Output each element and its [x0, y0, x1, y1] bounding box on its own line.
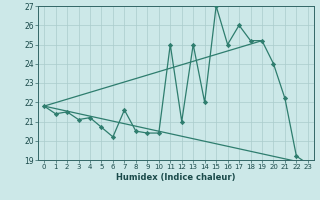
X-axis label: Humidex (Indice chaleur): Humidex (Indice chaleur): [116, 173, 236, 182]
